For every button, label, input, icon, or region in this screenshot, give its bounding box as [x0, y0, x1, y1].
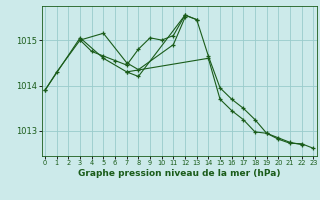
- X-axis label: Graphe pression niveau de la mer (hPa): Graphe pression niveau de la mer (hPa): [78, 169, 280, 178]
